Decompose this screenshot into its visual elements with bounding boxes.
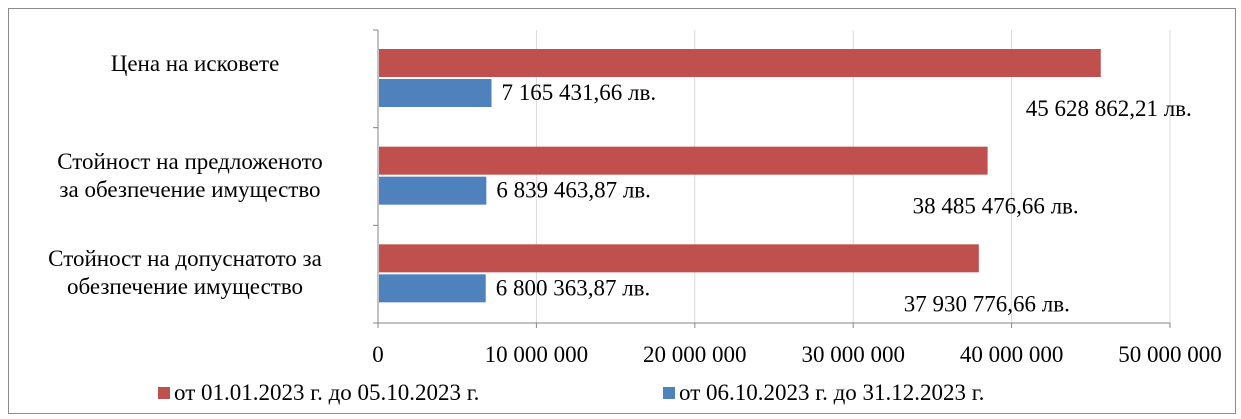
legend-swatch [663, 387, 675, 399]
x-tick-label: 20 000 000 [643, 342, 747, 367]
legend-item: от 06.10.2023 г. до 31.12.2023 г. [663, 380, 984, 406]
category-label-line: за обезпечение имущество [59, 176, 321, 202]
bar-series-2 [379, 79, 492, 107]
bar-series-1 [379, 146, 988, 175]
legend-item: от 01.01.2023 г. до 05.10.2023 г. [158, 380, 479, 406]
data-label-series-2: 6 839 463,87 лв. [496, 178, 651, 203]
category-label-line: Стойност на предложеното [57, 148, 323, 174]
data-label-series-1: 38 485 476,66 лв. [913, 194, 1079, 219]
x-tick-label: 50 000 000 [1118, 342, 1222, 367]
bar-series-1 [379, 49, 1101, 77]
category-label: Цена на исковете [15, 50, 375, 78]
x-tick-label: 30 000 000 [801, 342, 905, 367]
bar-series-2 [379, 176, 487, 205]
x-tick-label: 0 [372, 342, 384, 367]
category-label-line: обезпечение имущество [66, 274, 304, 300]
category-label: Стойност на предложеното за обезпечение и… [10, 148, 370, 204]
bar-series-1 [379, 244, 979, 273]
bar-series-2 [379, 274, 486, 303]
data-label-series-2: 6 800 363,87 лв. [496, 275, 651, 300]
data-label-series-1: 45 628 862,21 лв. [1026, 96, 1192, 121]
data-label-series-2: 7 165 431,66 лв. [502, 80, 657, 105]
x-tick-label: 40 000 000 [960, 342, 1064, 367]
category-label-line: Цена на исковете [110, 51, 280, 76]
x-tick-label: 10 000 000 [485, 342, 589, 367]
legend-swatch [158, 387, 170, 399]
category-label: Стойност на допуснатото за обезпечение им… [5, 245, 365, 301]
category-label-line: Стойност на допуснатото за [48, 246, 322, 272]
legend-label: от 06.10.2023 г. до 31.12.2023 г. [679, 380, 985, 405]
legend-label: от 01.01.2023 г. до 05.10.2023 г. [174, 380, 480, 405]
data-label-series-1: 37 930 776,66 лв. [904, 291, 1070, 316]
